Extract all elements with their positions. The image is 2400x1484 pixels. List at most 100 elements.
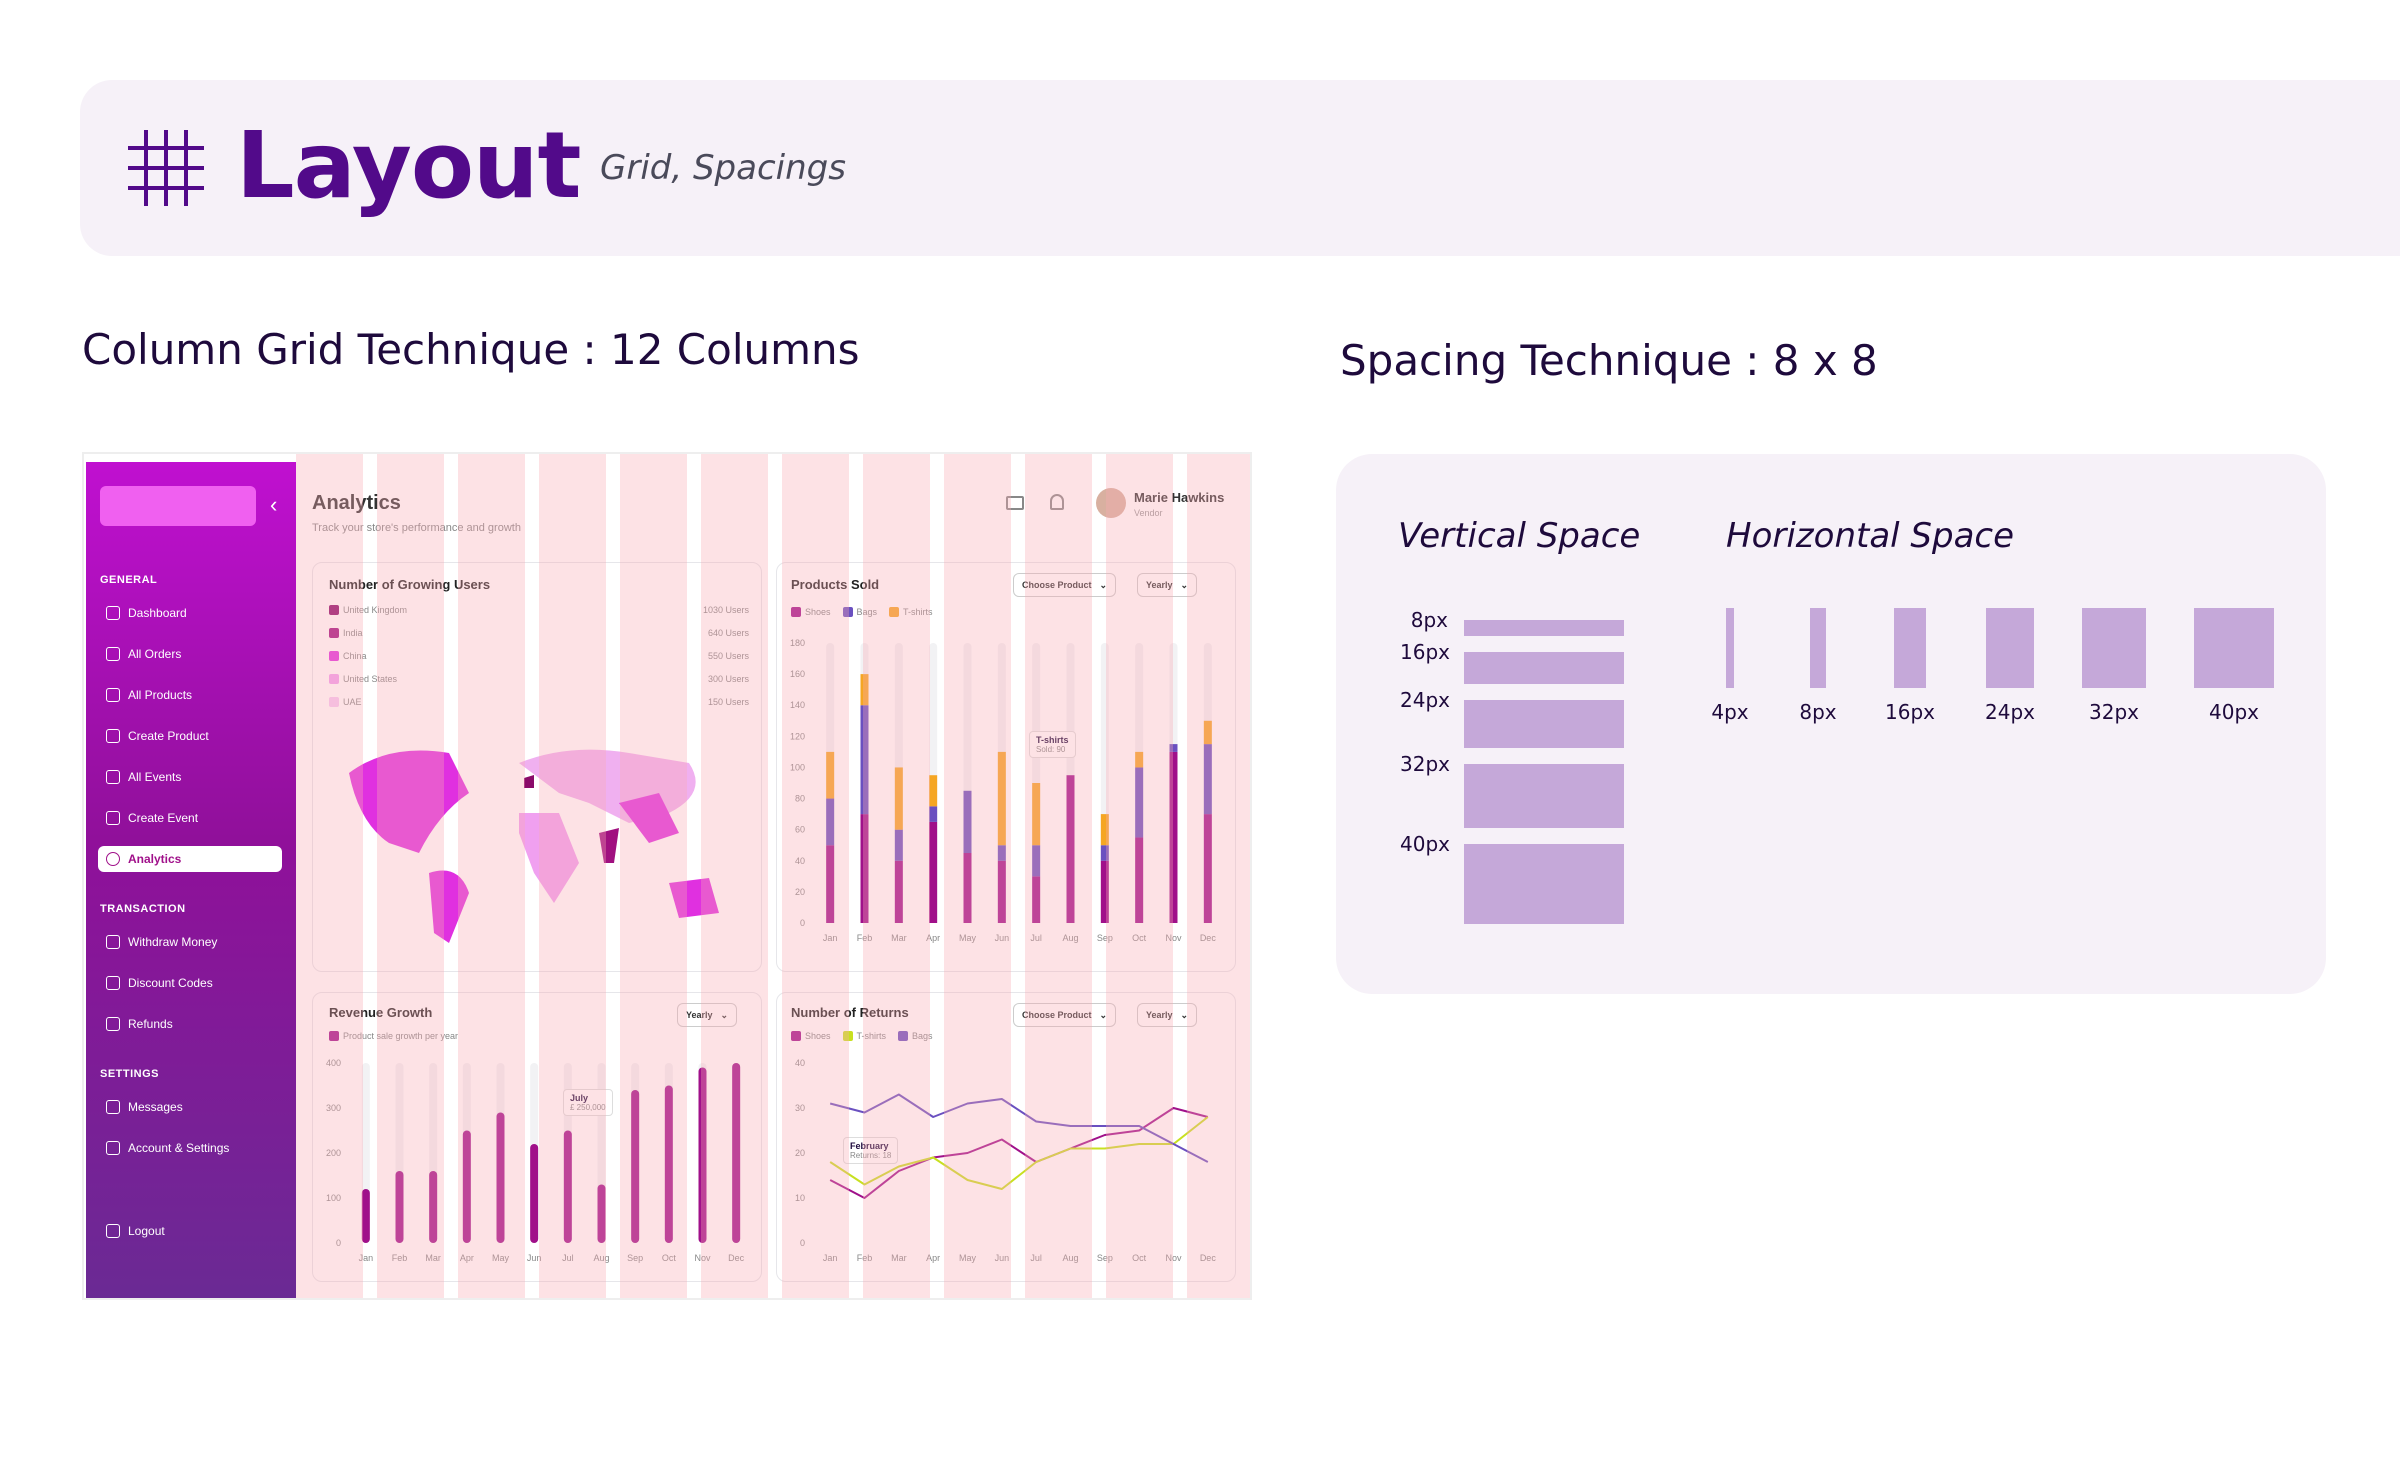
country-name: United Kingdom <box>343 605 408 615</box>
grid-column <box>1025 454 1092 1298</box>
sidebar-item-label: Refunds <box>128 1017 173 1031</box>
bar-bags[interactable] <box>1203 744 1212 815</box>
x-tick-label: Oct <box>662 1253 677 1263</box>
bar-t-shirts[interactable] <box>826 751 835 799</box>
bar-shoes[interactable] <box>963 853 972 923</box>
line-bags[interactable] <box>829 1093 1209 1163</box>
bar-t-shirts[interactable] <box>997 751 1006 846</box>
chart-legend: Shoes T-shirts Bags <box>791 1031 933 1041</box>
sidebar-item-create-product[interactable]: Create Product <box>98 723 282 749</box>
choose-product-dropdown[interactable]: Choose Product ⌄ <box>1013 1003 1117 1027</box>
bar-t-shirts[interactable] <box>929 775 938 807</box>
vertical-space-title: Vertical Space <box>1398 516 1641 556</box>
grid-column <box>944 454 1011 1298</box>
legend-label: T-shirts <box>856 1031 887 1041</box>
bar-bags[interactable] <box>860 705 869 815</box>
bar-shoes[interactable] <box>826 845 835 923</box>
bar-shoes[interactable] <box>997 860 1006 923</box>
bar-shoes[interactable] <box>1100 860 1109 923</box>
header-banner <box>80 80 2400 256</box>
bar-t-shirts[interactable] <box>860 674 869 706</box>
card-title: Products Sold <box>791 577 880 592</box>
revenue-bar[interactable] <box>631 1090 640 1243</box>
yearly-dropdown[interactable]: Yearly ⌄ <box>677 1003 738 1027</box>
bar-bags[interactable] <box>1100 845 1109 861</box>
horizontal-space-swatch <box>1810 608 1826 688</box>
bar-shoes[interactable] <box>1066 775 1075 923</box>
bar-t-shirts[interactable] <box>894 767 903 830</box>
bar-bags[interactable] <box>894 829 903 861</box>
sidebar-item-all-products[interactable]: All Products <box>98 682 282 708</box>
x-tick-label: Apr <box>926 933 940 943</box>
mail-icon[interactable] <box>1006 496 1024 510</box>
bar-t-shirts[interactable] <box>1203 720 1212 745</box>
revenue-bar[interactable] <box>664 1085 673 1244</box>
bar-bags[interactable] <box>1032 845 1041 877</box>
choose-product-dropdown[interactable]: Choose Product ⌄ <box>1013 573 1117 597</box>
sidebar-item-messages[interactable]: Messages <box>98 1094 282 1120</box>
sidebar-item-all-events[interactable]: All Events <box>98 764 282 790</box>
logout-button[interactable]: Logout <box>98 1218 282 1244</box>
vertical-space-swatch <box>1464 652 1624 684</box>
x-tick-label: Nov <box>1165 933 1182 943</box>
horizontal-space-label: 40px <box>2209 700 2259 724</box>
sidebar-item-label: All Products <box>128 688 193 702</box>
bar-bags[interactable] <box>963 790 972 853</box>
bar-t-shirts[interactable] <box>1100 814 1109 846</box>
revenue-bar[interactable] <box>563 1130 572 1244</box>
y-tick-label: 100 <box>326 1193 341 1203</box>
bar-t-shirts[interactable] <box>1032 783 1041 846</box>
card-title: Number of Returns <box>791 1005 909 1020</box>
yearly-dropdown[interactable]: Yearly ⌄ <box>1137 1003 1198 1027</box>
sidebar-item-discount-codes[interactable]: Discount Codes <box>98 970 282 996</box>
bar-bags[interactable] <box>1169 744 1178 752</box>
x-tick-label: Jul <box>562 1253 574 1263</box>
bell-icon[interactable] <box>1050 494 1064 510</box>
bar-shoes[interactable] <box>894 860 903 923</box>
revenue-bar[interactable] <box>429 1171 438 1243</box>
line-shoes[interactable] <box>829 1107 1209 1199</box>
revenue-bar[interactable] <box>530 1144 539 1243</box>
sidebar-item-withdraw-money[interactable]: Withdraw Money <box>98 929 282 955</box>
bar-shoes[interactable] <box>1169 751 1178 923</box>
avatar[interactable] <box>1096 488 1126 518</box>
sidebar-item-all-orders[interactable]: All Orders <box>98 641 282 667</box>
yearly-dropdown[interactable]: Yearly ⌄ <box>1137 573 1198 597</box>
revenue-bar[interactable] <box>732 1063 741 1243</box>
legend-item: Shoes <box>791 607 831 617</box>
bar-shoes[interactable] <box>1032 876 1041 923</box>
spacing-section-title: Spacing Technique : 8 x 8 <box>1340 336 1878 385</box>
bar-shoes[interactable] <box>929 821 938 923</box>
country-users: 640 Users <box>707 628 749 638</box>
sidebar-item-analytics[interactable]: Analytics <box>98 846 282 872</box>
chart-legend: Product sale growth per year <box>329 1031 458 1041</box>
x-tick-label: Oct <box>1132 1253 1147 1263</box>
legend-swatch <box>329 1031 339 1041</box>
bar-shoes[interactable] <box>1203 814 1212 923</box>
grid-icon <box>128 130 204 206</box>
nav-icon <box>106 811 120 825</box>
line-t-shirts[interactable] <box>829 1116 1209 1190</box>
x-tick-label: Dec <box>1200 1253 1217 1263</box>
revenue-bar[interactable] <box>361 1189 370 1243</box>
bar-shoes[interactable] <box>860 814 869 923</box>
revenue-bar[interactable] <box>395 1171 404 1243</box>
country-swatch <box>329 674 339 684</box>
sidebar-item-refunds[interactable]: Refunds <box>98 1011 282 1037</box>
vertical-space-label: 16px <box>1400 640 1450 664</box>
sidebar-item-create-event[interactable]: Create Event <box>98 805 282 831</box>
revenue-bar[interactable] <box>698 1067 707 1244</box>
sidebar-item-account-settings[interactable]: Account & Settings <box>98 1135 282 1161</box>
sidebar-item-dashboard[interactable]: Dashboard <box>98 600 282 626</box>
bar-bags[interactable] <box>997 845 1006 861</box>
bar-bags[interactable] <box>826 798 835 846</box>
revenue-bar[interactable] <box>597 1184 606 1244</box>
bar-bags[interactable] <box>929 806 938 822</box>
collapse-chevron-icon[interactable]: ‹ <box>270 492 278 517</box>
revenue-bar[interactable] <box>496 1112 505 1244</box>
bar-t-shirts[interactable] <box>1135 751 1144 768</box>
bar-bags[interactable] <box>1135 767 1144 838</box>
revenue-bar[interactable] <box>462 1130 471 1244</box>
bar-shoes[interactable] <box>1135 837 1144 923</box>
horizontal-space-swatch <box>1726 608 1734 688</box>
